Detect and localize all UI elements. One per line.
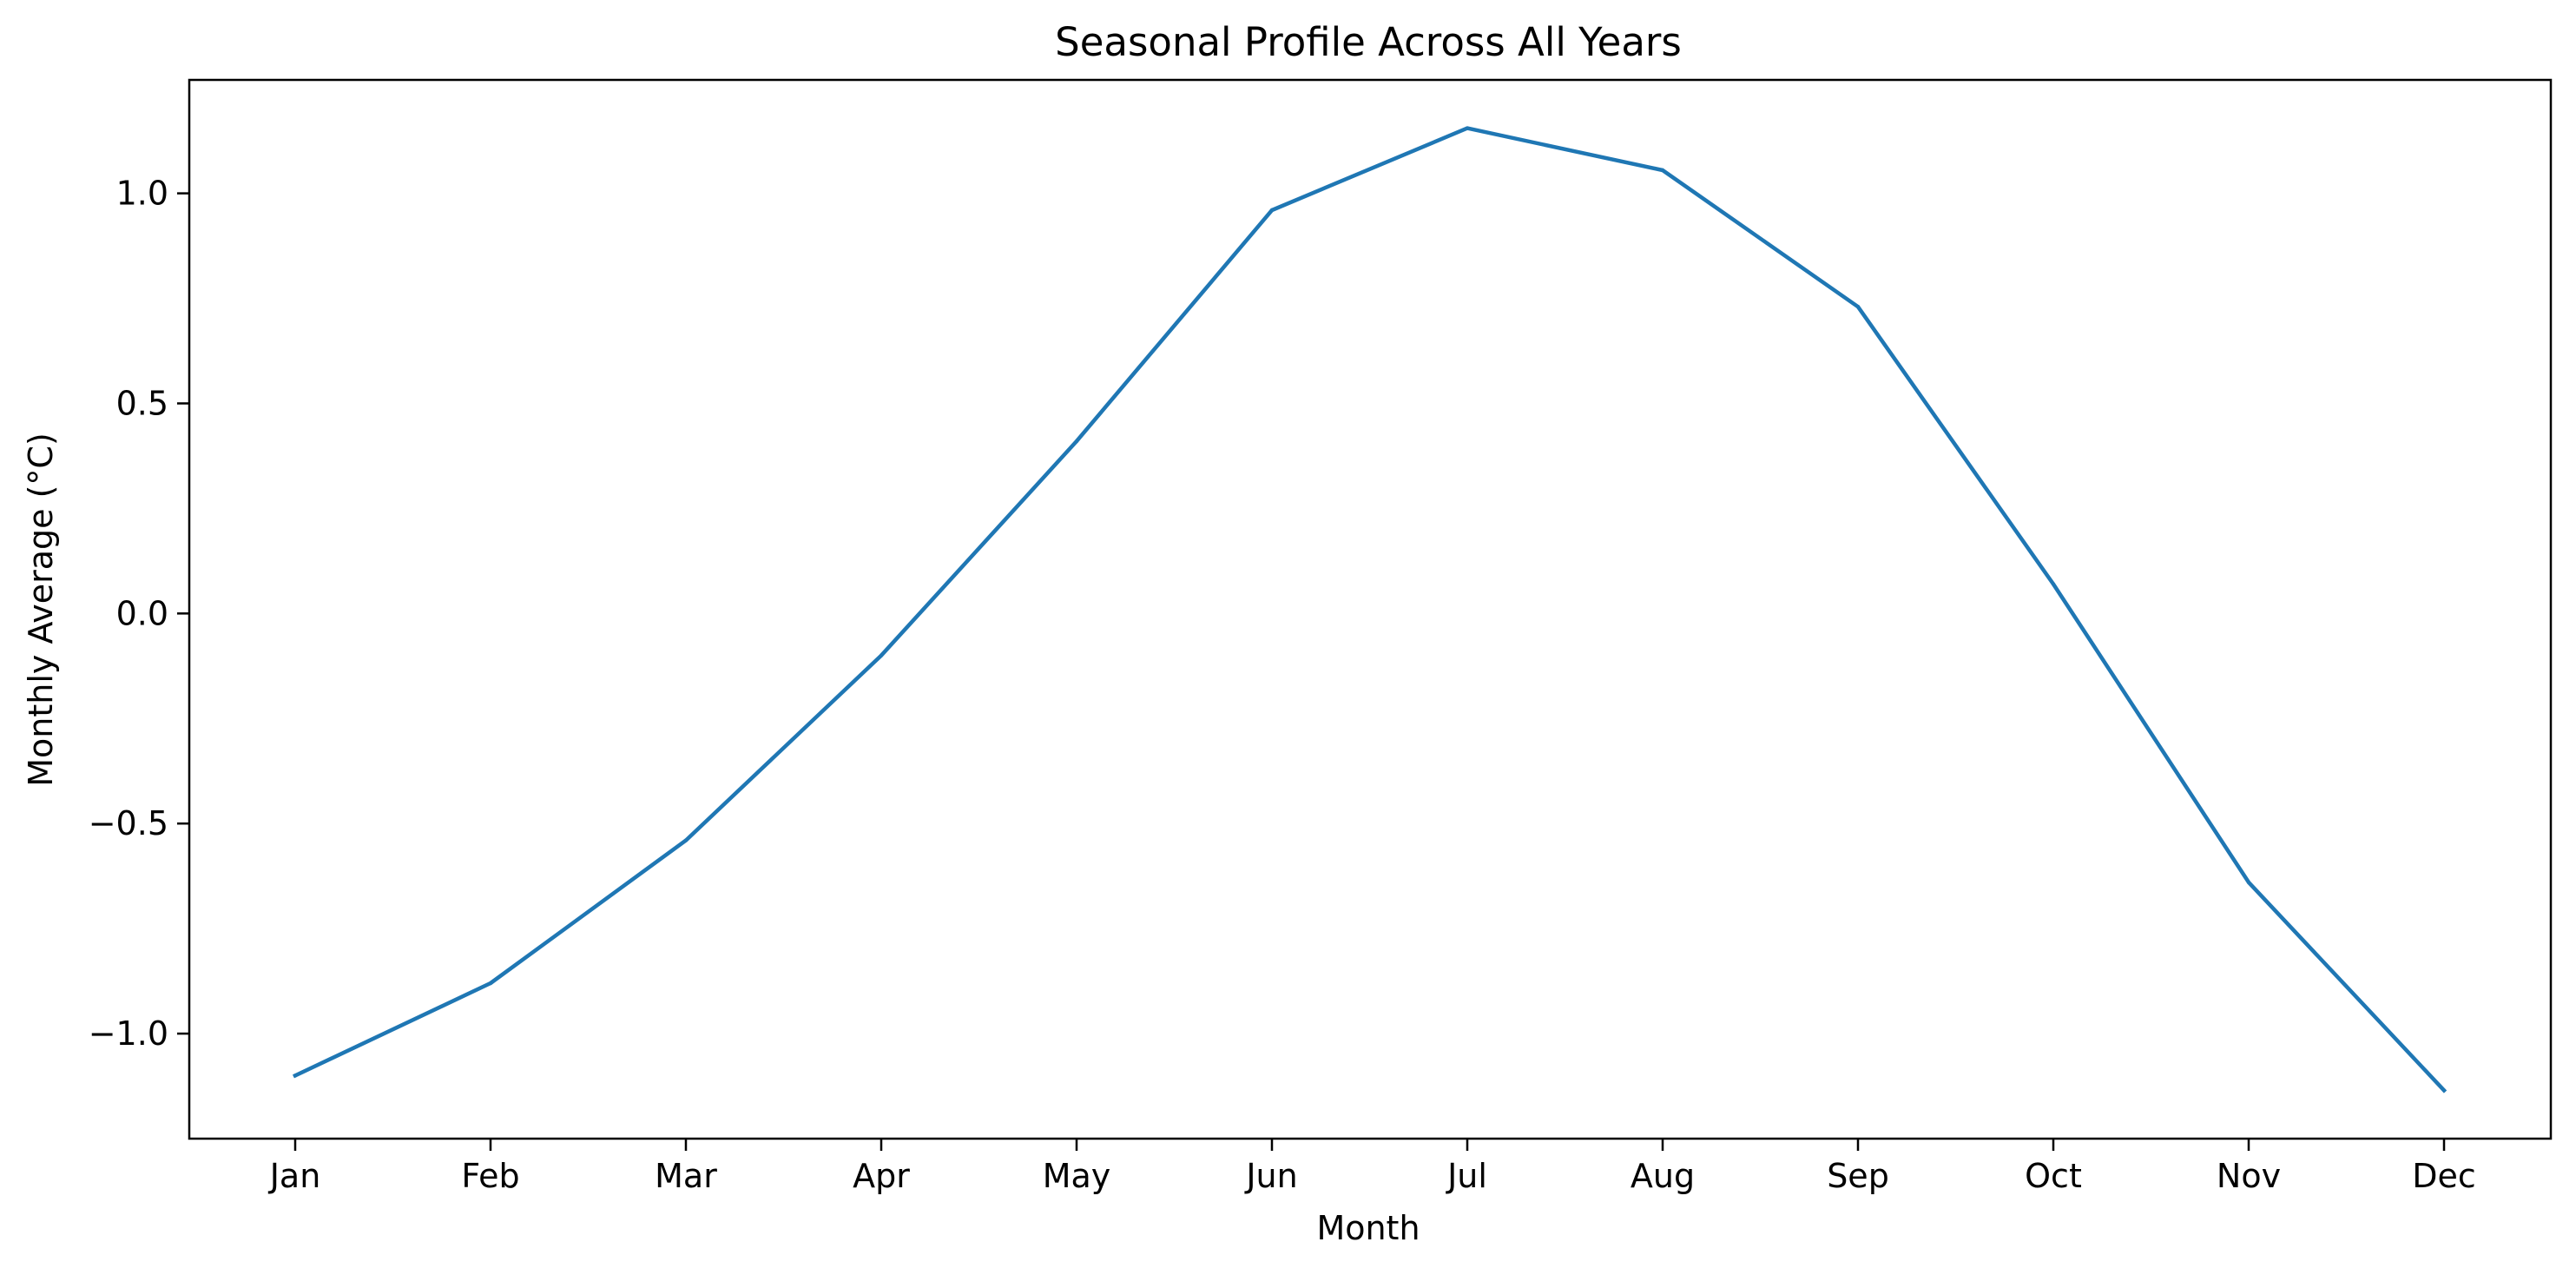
data-point	[1465, 126, 1470, 130]
y-axis-label: Monthly Average (°C)	[22, 433, 60, 787]
data-point	[683, 838, 688, 842]
data-point	[293, 1074, 298, 1078]
data-point	[2441, 1088, 2447, 1093]
x-tick-label: Jul	[1446, 1157, 1487, 1195]
data-point	[1269, 208, 1275, 213]
x-tick-label: Apr	[853, 1157, 910, 1195]
x-tick-label: Aug	[1631, 1157, 1695, 1195]
x-tick-label: Oct	[2025, 1157, 2082, 1195]
x-axis-label: Month	[1316, 1209, 1420, 1247]
x-tick-label: Dec	[2412, 1157, 2476, 1195]
data-point	[879, 653, 884, 657]
y-tick-label: −1.0	[89, 1014, 168, 1053]
x-axis: Jan Feb Mar Apr May Jun Jul Aug Sep Oct Nov Dec	[268, 1139, 2476, 1195]
x-tick-label: May	[1043, 1157, 1111, 1195]
y-tick-label: 0.0	[116, 594, 168, 632]
x-tick-label: Sep	[1827, 1157, 1889, 1195]
data-point	[2051, 582, 2056, 586]
y-tick-label: −0.5	[89, 804, 168, 842]
data-point	[1074, 439, 1079, 444]
x-tick-label: Nov	[2217, 1157, 2281, 1195]
chart-title: Seasonal Profile Across All Years	[1055, 19, 1682, 65]
data-point	[1855, 305, 1861, 309]
x-tick-label: Jan	[268, 1157, 321, 1195]
y-tick-label: 1.0	[116, 175, 168, 213]
series-line	[293, 126, 2448, 1093]
x-tick-label: Jun	[1244, 1157, 1297, 1195]
y-axis: −1.0 −0.5 0.0 0.5 1.0	[89, 175, 189, 1053]
data-point	[2246, 880, 2251, 885]
x-tick-label: Mar	[655, 1157, 717, 1195]
data-point	[1660, 168, 1665, 173]
data-point	[488, 981, 493, 986]
x-tick-label: Feb	[461, 1157, 519, 1195]
plot-area-frame	[188, 78, 2553, 1140]
series-layer	[293, 126, 2448, 1093]
y-tick-label: 0.5	[116, 384, 168, 422]
